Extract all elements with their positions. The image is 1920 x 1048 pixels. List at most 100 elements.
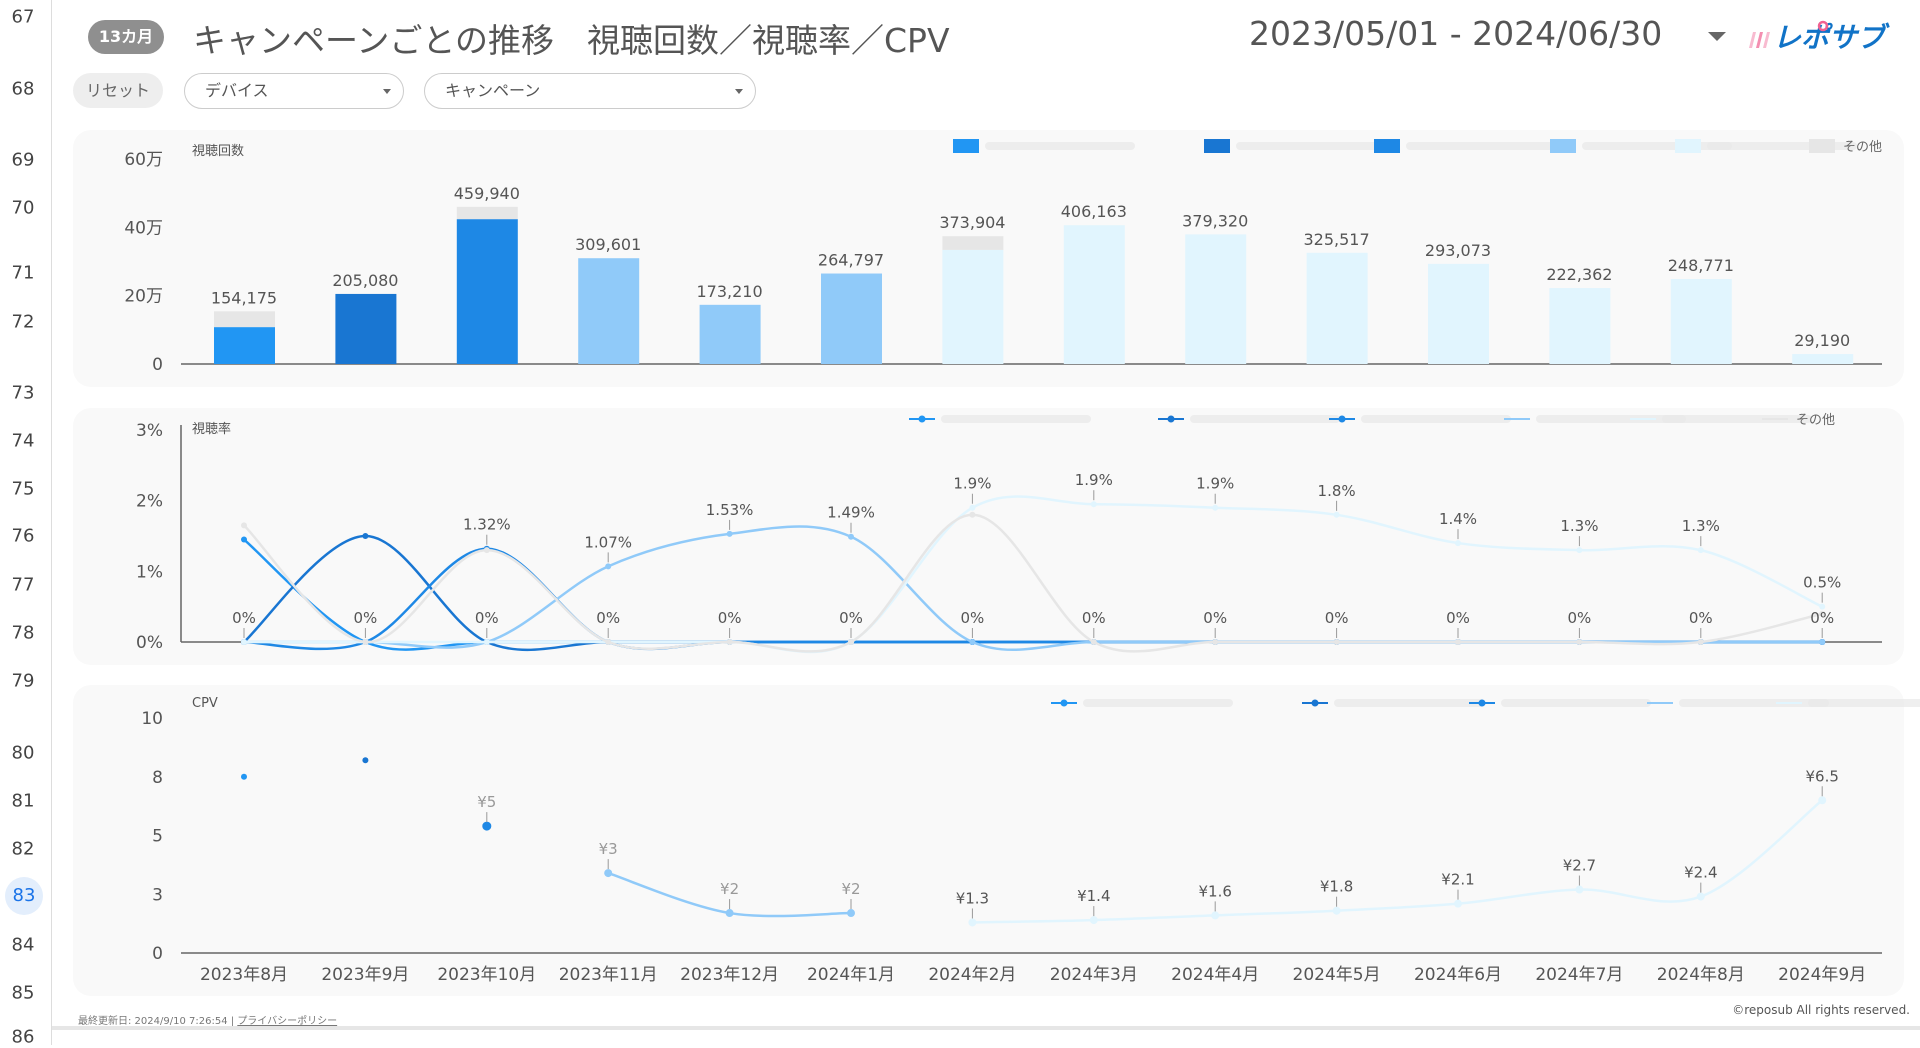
rate-point-label: 0% (1810, 609, 1834, 627)
cpv-legend-label-blurred (1334, 699, 1484, 707)
rate-data-point (1333, 639, 1340, 645)
views-y-tick-label: 40万 (124, 218, 163, 238)
views-bar-value-label: 205,080 (332, 271, 398, 290)
rate-series-line (243, 538, 1823, 651)
views-bar-value-label: 264,797 (818, 251, 884, 270)
row-number[interactable]: 86 (11, 1026, 35, 1048)
rate-data-point (726, 530, 733, 537)
views-legend-swatch (1675, 139, 1701, 153)
svg-text:レポサブ: レポサブ (1773, 21, 1890, 52)
row-number[interactable]: 85 (11, 982, 35, 1004)
row-number[interactable]: 78 (11, 622, 35, 644)
row-number[interactable]: 82 (11, 838, 35, 860)
x-axis-label: 2023年11月 (559, 965, 658, 985)
cpv-data-point (482, 821, 492, 831)
row-number[interactable]: 68 (11, 78, 35, 100)
row-number[interactable]: 70 (11, 197, 35, 219)
cpv-data-point (362, 757, 369, 764)
reset-button[interactable]: リセット (73, 73, 163, 108)
rate-legend-other: その他 (1796, 413, 1835, 428)
rate-point-label: 0% (596, 609, 620, 627)
cpv-legend-label-blurred (1679, 699, 1829, 707)
campaign-dropdown[interactable]: キャンペーン (424, 73, 756, 109)
views-bar (1670, 279, 1732, 364)
row-number[interactable]: 84 (11, 934, 35, 956)
date-range-picker[interactable]: 2023/05/01 - 2024/06/30 (1249, 14, 1663, 53)
views-legend-swatch (1204, 139, 1230, 153)
row-number[interactable]: 73 (11, 382, 35, 404)
last-updated: 最終更新日: 2024/9/10 7:26:54 (78, 1016, 228, 1027)
rate-point-label: 1.9% (1075, 471, 1113, 489)
x-axis-label: 2023年12月 (680, 965, 779, 985)
rate-legend-label-blurred (1190, 415, 1340, 423)
views-bar (1063, 225, 1125, 364)
row-number[interactable]: 72 (11, 311, 35, 333)
rate-point-label: 0% (1689, 609, 1713, 627)
cpv-y-tick-label: 0 (152, 944, 163, 964)
cpv-point-label: ¥1.8 (1320, 878, 1353, 896)
x-axis-label: 2024年8月 (1657, 965, 1745, 985)
views-y-tick-label: 60万 (124, 150, 163, 170)
row-number[interactable]: 77 (11, 574, 35, 596)
x-axis-label: 2023年9月 (321, 965, 409, 985)
row-number[interactable]: 71 (11, 262, 35, 284)
views-legend-other: その他 (1843, 140, 1882, 155)
cpv-point-label: ¥2.7 (1563, 857, 1596, 875)
views-bar-value-label: 222,362 (1546, 265, 1612, 284)
row-number[interactable]: 76 (11, 525, 35, 547)
views-bar-value-label: 373,904 (939, 213, 1005, 232)
rate-point-label: 1.3% (1682, 517, 1720, 535)
row-number[interactable]: 74 (11, 430, 35, 452)
cpv-chart-title: CPV (192, 696, 218, 711)
privacy-policy-link[interactable]: プライバシーポリシー (237, 1016, 338, 1027)
cpv-y-tick-label: 8 (152, 768, 163, 788)
row-number[interactable]: 75 (11, 478, 35, 500)
views-bar (1549, 288, 1611, 364)
rate-data-point (1212, 504, 1219, 511)
cpv-y-tick-label: 3 (152, 885, 163, 905)
rate-data-point (605, 563, 612, 570)
row-number[interactable]: 69 (11, 149, 35, 171)
footer-separator: | (230, 1016, 235, 1027)
cpv-data-point (1089, 916, 1098, 925)
cpv-point-label: ¥1.4 (1077, 887, 1110, 905)
cpv-data-point (847, 909, 855, 918)
x-axis-label: 2024年7月 (1535, 965, 1623, 985)
rate-data-point (1819, 610, 1826, 617)
cpv-point-label: ¥1.3 (956, 889, 989, 907)
rate-data-point (1455, 540, 1461, 547)
rate-point-label: 1.07% (584, 533, 632, 551)
views-bar (1428, 263, 1489, 364)
rate-data-point (483, 639, 490, 645)
cpv-data-point (1332, 906, 1341, 915)
rate-point-label: 0.5% (1803, 574, 1841, 592)
cpv-data-point (725, 909, 734, 918)
row-number[interactable]: 67 (11, 6, 35, 28)
rate-data-point (1090, 501, 1097, 508)
row-number[interactable]: 79 (11, 670, 35, 692)
views-bar-value-label: 325,517 (1304, 230, 1370, 249)
rate-data-point (241, 639, 247, 645)
views-bar (1792, 354, 1854, 364)
cpv-data-point (1575, 885, 1584, 894)
chevron-down-icon (735, 89, 743, 94)
cpv-data-point (241, 773, 247, 780)
rate-point-label: 0% (839, 609, 863, 627)
views-bar (942, 249, 1004, 364)
views-bar-other (214, 311, 275, 328)
row-number[interactable]: 83 (5, 877, 43, 915)
device-dropdown[interactable]: デバイス (184, 73, 404, 109)
cpv-point-label: ¥2 (841, 880, 860, 898)
x-axis-label: 2024年1月 (807, 965, 895, 985)
views-bar-value-label: 248,771 (1668, 256, 1734, 275)
row-number[interactable]: 80 (11, 742, 35, 764)
x-axis-label: 2024年9月 (1778, 965, 1866, 985)
rate-data-point (848, 639, 854, 645)
row-number[interactable]: 81 (11, 790, 35, 812)
rate-series-line (244, 495, 1823, 654)
views-legend-label-blurred (985, 142, 1135, 150)
rate-data-point (241, 522, 247, 529)
cpv-legend-marker (1478, 699, 1486, 707)
date-range-dropdown-icon[interactable] (1708, 32, 1726, 41)
